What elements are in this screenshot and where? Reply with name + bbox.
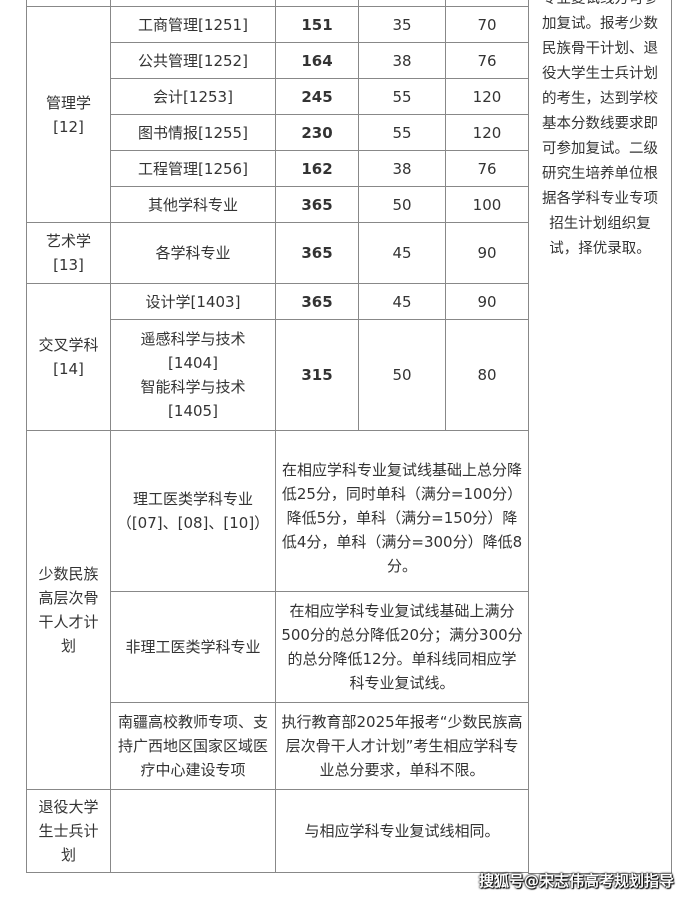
major-cell: 公共管理[1252] (110, 42, 276, 79)
notes-text: 专业复试线方可参加复试。报考少数民族骨干计划、退役大学生士兵计划的考生，达到学校… (542, 0, 658, 257)
rule-cell: 与相应学科专业复试线相同。 (275, 789, 529, 873)
major-cell: 其他学科专业 (110, 186, 276, 223)
category-cell: 少数民族 高层次骨 干人才计 划 (26, 430, 111, 790)
subject-score-cell: 50 (358, 186, 446, 223)
subject-score-cell: 70 (445, 6, 529, 43)
major-cell: 工商管理[1251] (110, 6, 276, 43)
subject-score-cell: 55 (358, 78, 446, 115)
rule-cell: 在相应学科专业复试线基础上总分降低25分，同时单科（满分=100分）降低5分，单… (275, 430, 529, 592)
watermark: 搜狐号@宋志伟高考规划指导 (478, 872, 674, 890)
category-cell: 管理学 [12] (26, 6, 111, 223)
subject-score-cell: 90 (445, 283, 529, 320)
total-score-cell: 151 (275, 6, 359, 43)
subject-score-cell: 38 (358, 150, 446, 187)
major-cell: 设计学[1403] (110, 283, 276, 320)
notes-cell: 专业复试线方可参加复试。报考少数民族骨干计划、退役大学生士兵计划的考生，达到学校… (528, 0, 672, 874)
rule-cell: 执行教育部2025年报考“少数民族高层次骨干人才计划”考生相应学科专业总分要求，… (275, 702, 529, 790)
subject-score-cell: 38 (358, 42, 446, 79)
category-cell: 艺术学 [13] (26, 222, 111, 284)
subject-score-cell: 45 (358, 222, 446, 284)
subject-score-cell: 45 (358, 283, 446, 320)
subject-score-cell: 76 (445, 150, 529, 187)
subject-score-cell: 80 (445, 319, 529, 431)
subject-score-cell: 76 (445, 42, 529, 79)
subject-score-cell: 120 (445, 114, 529, 151)
major-cell (110, 789, 276, 873)
major-cell: 非理工医类学科专业 (110, 591, 276, 703)
total-score-cell: 365 (275, 186, 359, 223)
total-score-cell: 164 (275, 42, 359, 79)
major-cell: 理工医类学科专业 （[07]、[08]、[10]） (110, 430, 276, 592)
category-cell: 退役大学 生士兵计 划 (26, 789, 111, 873)
major-cell: 遥感科学与技术 [1404] 智能科学与技术 [1405] (110, 319, 276, 431)
category-cell: 交叉学科 [14] (26, 283, 111, 431)
subject-score-cell: 55 (358, 114, 446, 151)
major-cell: 南疆高校教师专项、支持广西地区国家区域医疗中心建设专项 (110, 702, 276, 790)
total-score-cell: 162 (275, 150, 359, 187)
major-cell: 会计[1253] (110, 78, 276, 115)
subject-score-cell: 120 (445, 78, 529, 115)
subject-score-cell: 35 (358, 6, 446, 43)
total-score-cell: 230 (275, 114, 359, 151)
total-score-cell: 365 (275, 283, 359, 320)
total-score-cell: 315 (275, 319, 359, 431)
rule-cell: 在相应学科专业复试线基础上满分500分的总分降低20分；满分300分的总分降低1… (275, 591, 529, 703)
major-cell: 各学科专业 (110, 222, 276, 284)
subject-score-cell: 90 (445, 222, 529, 284)
subject-score-cell: 50 (358, 319, 446, 431)
major-cell: 图书情报[1255] (110, 114, 276, 151)
major-cell: 工程管理[1256] (110, 150, 276, 187)
total-score-cell: 365 (275, 222, 359, 284)
subject-score-cell: 100 (445, 186, 529, 223)
total-score-cell: 245 (275, 78, 359, 115)
